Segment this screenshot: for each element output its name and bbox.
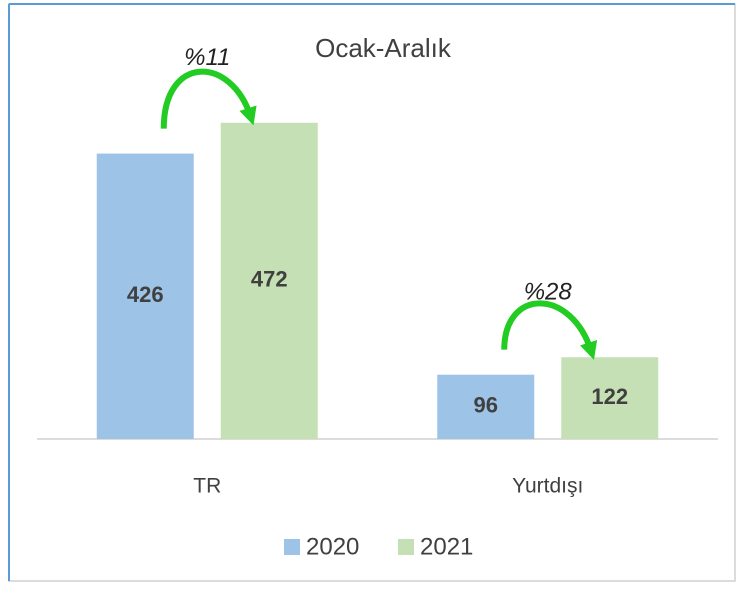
legend-swatch	[284, 539, 300, 555]
data-label: 472	[251, 267, 288, 292]
x-tick-label: Yurtdışı	[512, 475, 583, 498]
x-tick-label: TR	[193, 475, 221, 498]
bar	[220, 122, 318, 439]
legend-label: 2021	[420, 533, 473, 560]
annotation: %11	[184, 44, 230, 71]
bar	[437, 374, 535, 439]
change-arrow	[501, 300, 598, 360]
legend-swatch	[398, 539, 414, 555]
bar	[96, 153, 194, 439]
data-label: 122	[591, 384, 628, 409]
chart-title: Ocak-Aralık	[315, 33, 452, 63]
bar	[561, 357, 659, 439]
legend-label: 2020	[306, 533, 359, 560]
annotation: %28	[524, 279, 573, 306]
data-label: 426	[127, 282, 164, 307]
data-label: 96	[474, 393, 498, 418]
change-arrow	[160, 68, 257, 129]
